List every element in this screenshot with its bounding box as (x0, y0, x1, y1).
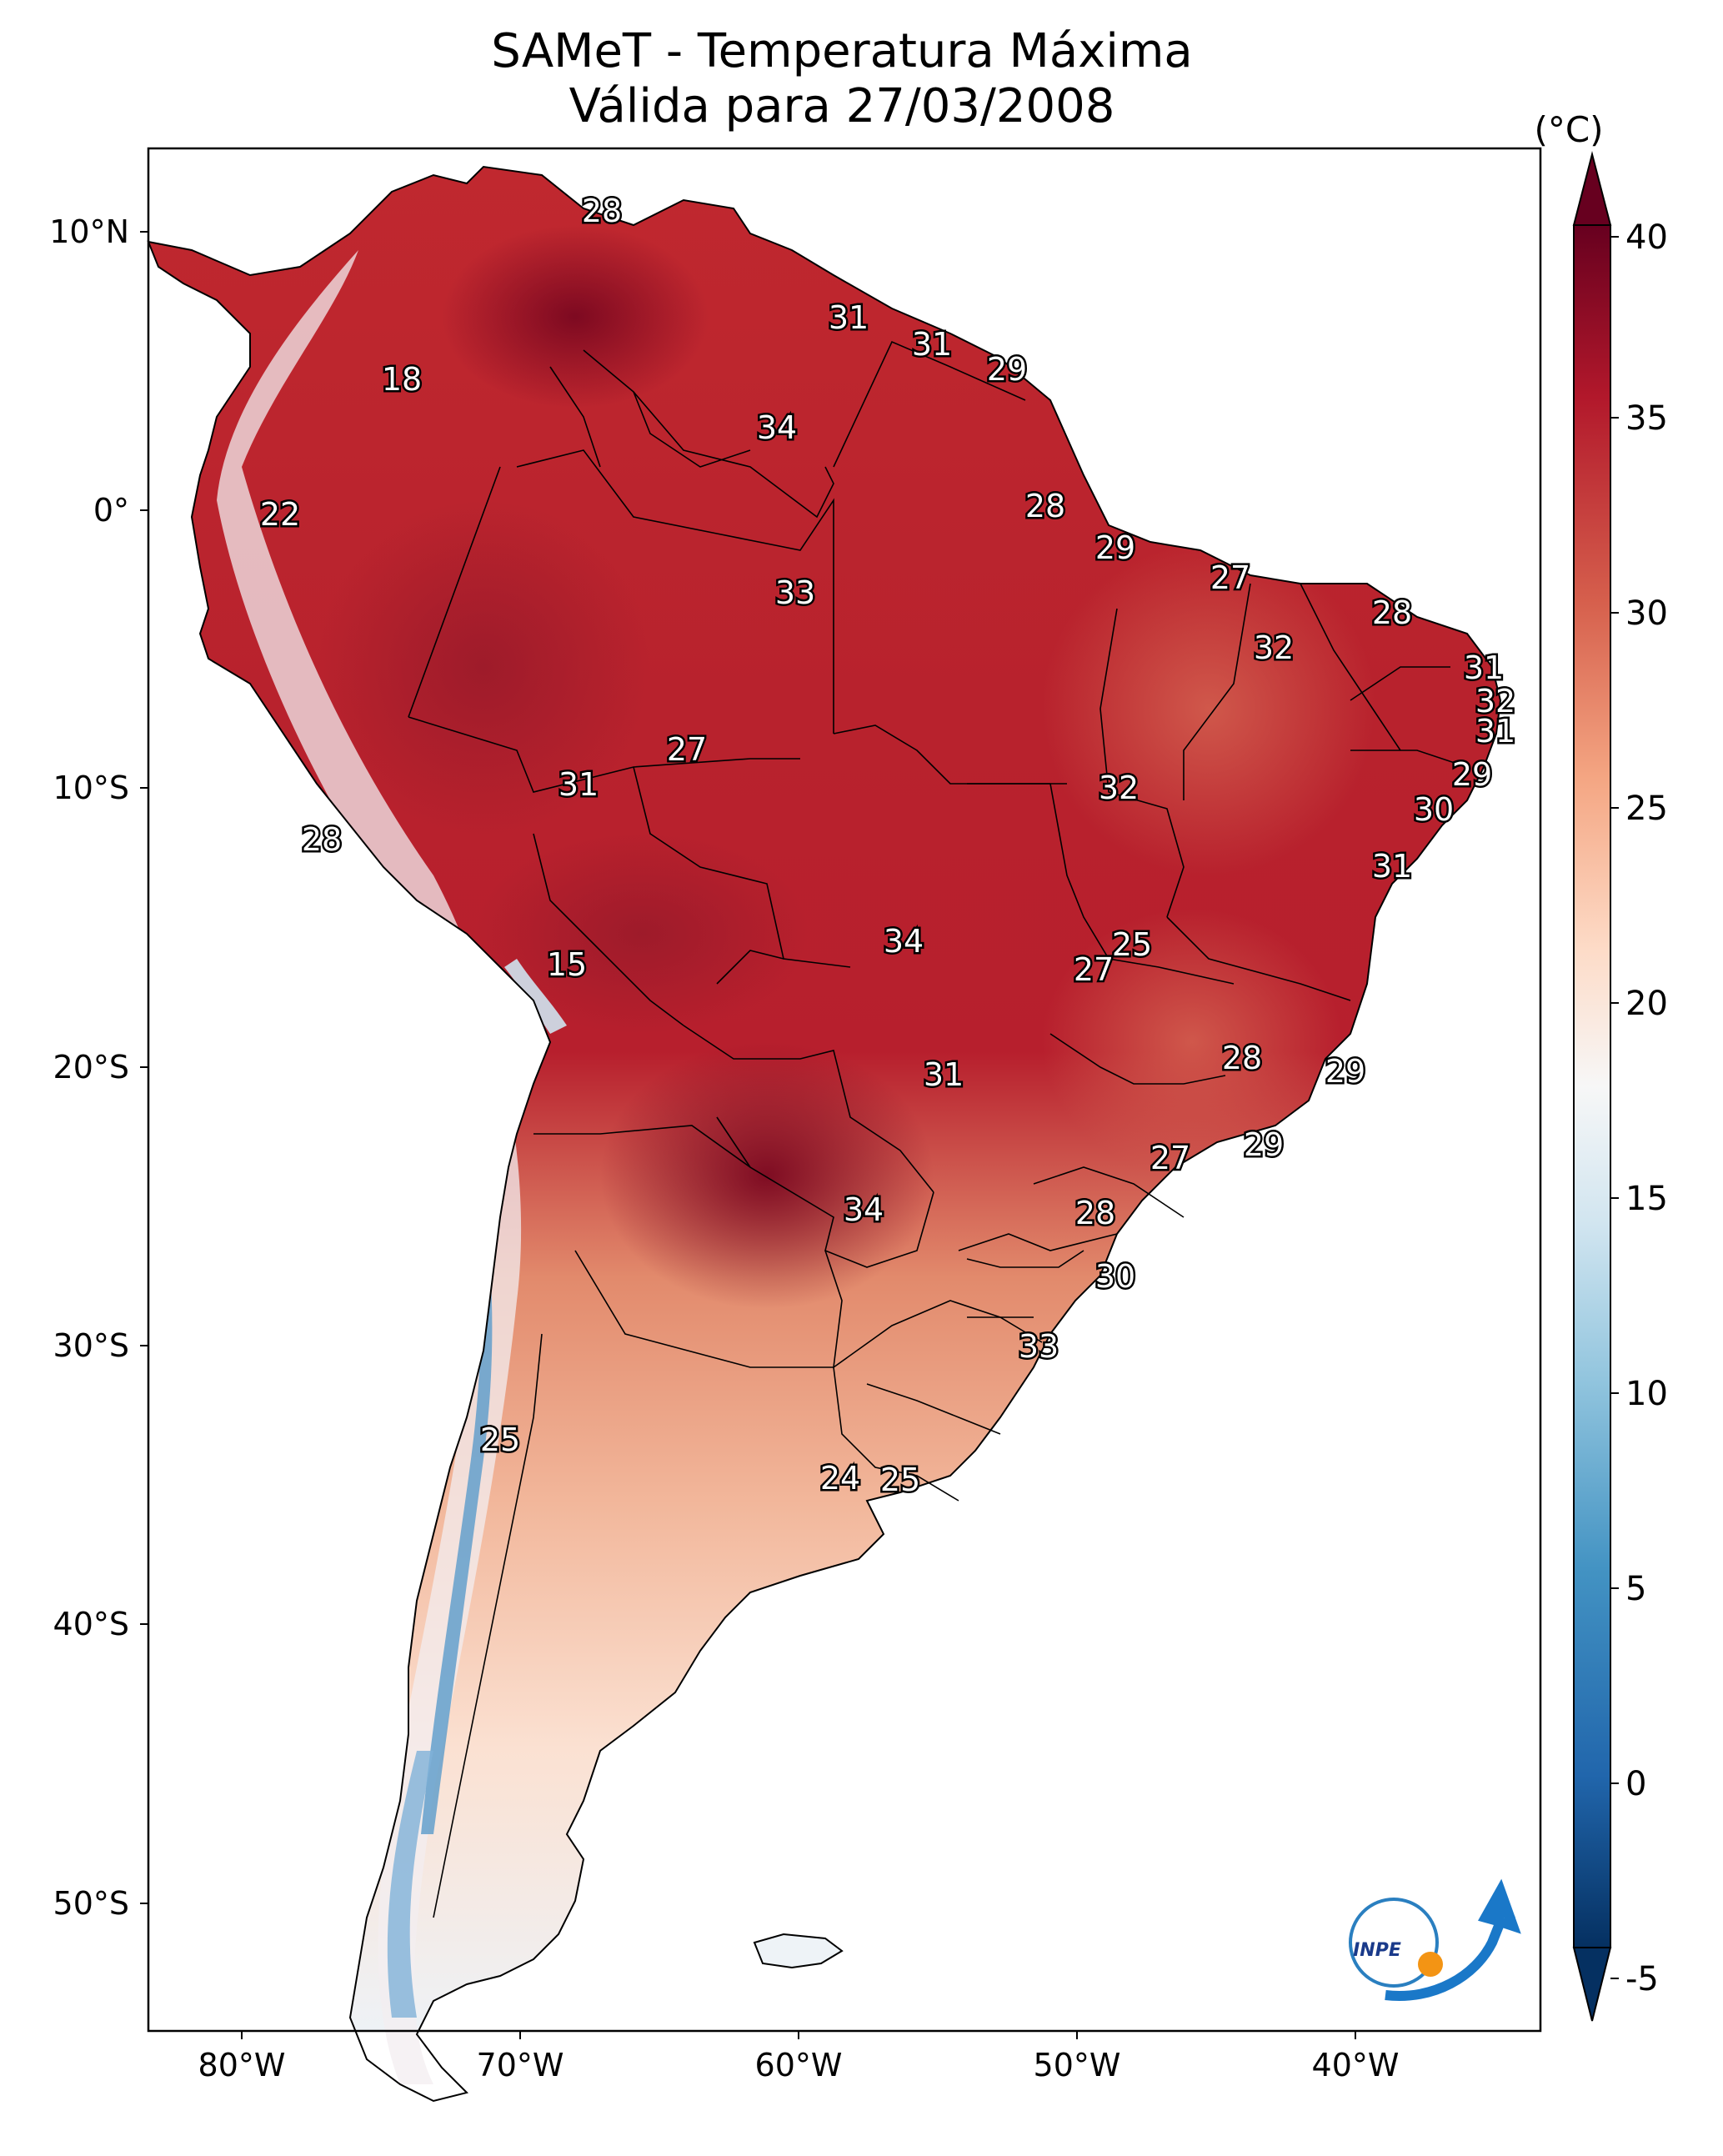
temperature-label: 29 (1095, 529, 1135, 566)
temperature-label: 25 (880, 1462, 920, 1498)
lon-tick-label: 50°W (1034, 2047, 1121, 2083)
lat-tick-label: 0° (93, 492, 129, 529)
temperature-label: 33 (1019, 1328, 1059, 1365)
logo-arrowhead-icon (1484, 1888, 1515, 1918)
colorbar-tick: 20 (1625, 985, 1668, 1023)
temperature-label: 33 (775, 574, 815, 611)
temperature-labels: 28 31 31 29 18 34 22 28 29 27 33 28 32 3… (258, 191, 1517, 1501)
temperature-label: 30 (1095, 1258, 1135, 1295)
temperature-label: 27 (1150, 1140, 1190, 1176)
lat-tick-label: 10°N (49, 213, 129, 250)
temperature-label: 31 (1372, 848, 1412, 885)
colorbar-tick: 0 (1625, 1765, 1646, 1803)
colorbar-tick: 5 (1625, 1570, 1646, 1608)
temperature-label: 28 (1075, 1195, 1115, 1231)
colorbar-tick: 40 (1625, 218, 1668, 257)
temperature-label: 30 (1414, 791, 1454, 828)
colorbar-tick: 25 (1625, 790, 1668, 828)
inpe-logo: INPE (1349, 1878, 1521, 2001)
logo-text: INPE (1353, 1940, 1401, 1961)
temperature-label: 31 (558, 766, 599, 803)
coastline (147, 165, 1502, 2103)
falkland-islands (753, 1933, 844, 1969)
colorbar-tick: -5 (1625, 1960, 1659, 1998)
colorbar-min-extend (1572, 1947, 1612, 2022)
temperature-label: 31 (924, 1056, 964, 1093)
map-subtitle: Válida para 27/03/2008 (568, 79, 1115, 133)
colorbar-tick: 15 (1625, 1180, 1668, 1218)
colorbar-tick: 35 (1625, 399, 1668, 438)
colorbar-max-extend (1572, 151, 1612, 226)
temperature-label: 27 (1210, 559, 1250, 596)
temperature-label: 29 (1452, 756, 1492, 793)
temperature-label: 34 (844, 1191, 884, 1228)
temperature-label: 27 (1074, 951, 1114, 988)
temperature-label: 25 (1112, 926, 1152, 963)
logo-sun-icon (1418, 1952, 1443, 1977)
temperature-label: 31 (912, 326, 952, 363)
lon-tick-label: 80°W (198, 2047, 286, 2083)
lon-tick-label: 70°W (477, 2047, 564, 2083)
temperature-label: 34 (884, 923, 924, 960)
lat-tick-label: 50°S (53, 1885, 129, 1922)
logo-arrow-icon (1385, 1878, 1521, 2001)
colorbar-unit: (°C) (1534, 109, 1603, 150)
country-borders (408, 340, 1468, 1918)
temperature-label: 34 (757, 409, 797, 446)
colorbar-tick: 30 (1625, 594, 1668, 633)
temperature-label: 32 (1099, 770, 1139, 806)
temperature-label: 18 (382, 361, 422, 398)
lat-tick-label: 10°S (53, 770, 129, 806)
longitude-axis: 80°W 70°W 60°W 50°W 40°W (198, 2031, 1400, 2083)
latitude-axis: 10°N 0° 10°S 20°S 30°S 40°S 50°S (49, 213, 148, 1922)
temperature-label: 29 (987, 351, 1027, 388)
lon-tick-label: 60°W (755, 2047, 843, 2083)
temperature-label: 15 (547, 946, 587, 983)
temperature-label: 27 (667, 731, 707, 768)
temperature-label: 28 (1222, 1040, 1262, 1076)
temperature-label: 29 (1244, 1126, 1284, 1163)
lat-tick-label: 30°S (53, 1327, 129, 1364)
temperature-label: 28 (1372, 594, 1412, 631)
map-title: SAMeT - Temperatura Máxima (491, 24, 1193, 78)
temperature-label: 31 (1475, 713, 1515, 750)
temperature-label: 29 (1325, 1053, 1365, 1090)
temperature-label: 28 (1025, 488, 1065, 524)
colorbar-gradient (1573, 224, 1611, 1948)
lat-tick-label: 20°S (53, 1049, 129, 1086)
temperature-label: 31 (829, 299, 869, 336)
temperature-label: 22 (260, 496, 300, 533)
lon-tick-label: 40°W (1312, 2047, 1400, 2083)
temperature-label: 28 (582, 193, 622, 229)
logo-ring (1349, 1898, 1439, 1988)
temperature-label: 25 (480, 1421, 520, 1458)
lat-tick-label: 40°S (53, 1606, 129, 1642)
temperature-label: 31 (1464, 649, 1504, 686)
colorbar-tick: 10 (1625, 1375, 1668, 1413)
temperature-label: 28 (302, 821, 342, 858)
map-frame (147, 147, 1542, 2033)
colorbar: (°C) 40 35 30 25 20 15 10 5 0 -5 (1534, 109, 1668, 2022)
temperature-label: 32 (1254, 629, 1294, 666)
temperature-label: 32 (1475, 683, 1515, 720)
temperature-label: 24 (820, 1460, 860, 1497)
